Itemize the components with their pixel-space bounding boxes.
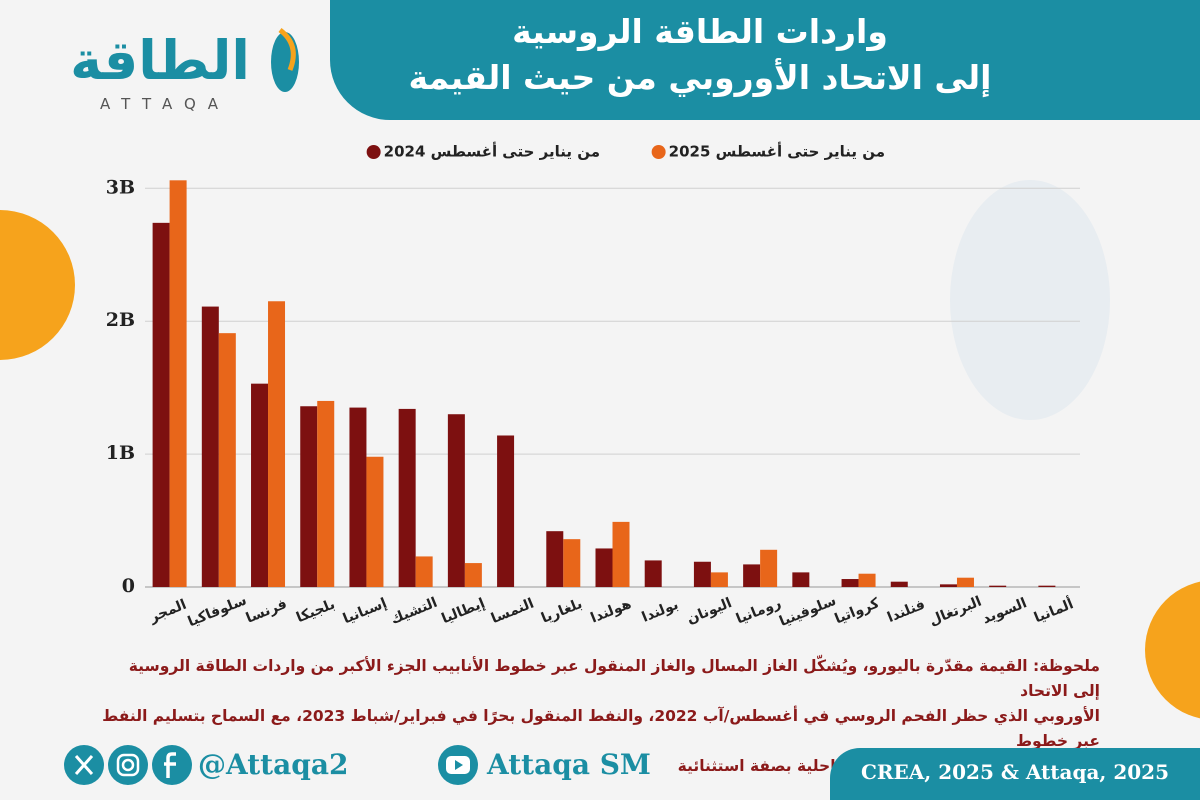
x-tick-label: اليونان: [685, 595, 735, 627]
bar: [890, 581, 908, 587]
decor-circle: [0, 210, 75, 360]
source-box: [830, 748, 1200, 800]
logo-latin: ATTAQA: [99, 95, 231, 113]
bar: [546, 531, 564, 587]
y-tick-label: 1B: [106, 442, 135, 464]
youtube-icon[interactable]: [437, 744, 479, 786]
bar: [956, 577, 974, 587]
social-handle[interactable]: @Attaqa2: [198, 748, 349, 781]
decor-circle: [1145, 581, 1200, 719]
x-tick-label: المجر: [146, 597, 188, 627]
bar: [366, 456, 384, 587]
bar: [743, 564, 761, 587]
bar: [251, 383, 269, 587]
x-tick-label: بلغاريا: [539, 596, 585, 627]
bar: [317, 400, 335, 587]
title-line: إلى الاتحاد الأوروبي من حيث القيمة: [408, 58, 992, 97]
bar: [415, 556, 433, 587]
logo-flame: [278, 28, 296, 71]
x-tick-label: كرواتيا: [832, 595, 882, 628]
bar: [760, 549, 778, 587]
legend-marker: [651, 145, 666, 159]
x-tick-label: إسبانيا: [341, 595, 389, 627]
x-tick-label: رومانيا: [734, 595, 783, 627]
title-line: واردات الطاقة الروسية: [512, 12, 888, 51]
bar: [497, 435, 515, 587]
bar: [644, 560, 662, 587]
bar: [841, 579, 859, 587]
bar: [268, 301, 286, 587]
bar: [464, 563, 482, 587]
bar: [989, 585, 1007, 587]
facebook-glyph: [164, 752, 176, 778]
bar: [398, 408, 416, 587]
x-glyph: [74, 755, 94, 775]
bar: [563, 539, 581, 587]
instagram-glyph: [116, 753, 140, 777]
bar: [201, 306, 219, 587]
bar: [858, 573, 876, 587]
x-tick-label: ألمانيا: [1031, 594, 1076, 626]
x-tick-label: بلجيكا: [294, 596, 337, 626]
x-tick-label: سلوفينيا: [777, 593, 838, 630]
bar: [152, 222, 170, 587]
bar: [595, 548, 613, 587]
x-tick-label: السويد: [980, 595, 1029, 627]
title-banner: واردات الطاقة الروسية إلى الاتحاد الأورو…: [330, 0, 1200, 120]
logo: الطاقة: [70, 29, 250, 92]
x-tick-label: البرتغال: [927, 594, 984, 629]
watermark: [950, 180, 1110, 420]
bar: [218, 333, 236, 587]
y-tick-label: 2B: [106, 309, 135, 331]
x-tick-label: فنلندا: [885, 597, 927, 627]
x-tick-label: التشيك: [389, 595, 440, 628]
x-tick-label: فرنسا: [244, 596, 290, 627]
instagram-glyph: [121, 758, 135, 772]
note-line: ملحوظة: القيمة مقدّرة باليورو، ويُشكّل ا…: [128, 657, 1100, 700]
x-tick-label: إيطاليا: [439, 595, 487, 627]
bar: [1038, 585, 1056, 587]
x-tick-label: بولندا: [640, 597, 681, 626]
bar: [612, 521, 630, 587]
bar: [349, 407, 367, 587]
bar: [710, 572, 728, 587]
note-line: الأوروبي الذي حظر الفحم الروسي في أغسطس/…: [102, 707, 1100, 750]
youtube-handle[interactable]: Attaqa SM: [487, 748, 651, 781]
y-tick-label: 0: [122, 575, 135, 597]
legend-marker: [366, 145, 381, 159]
chart: 0 1B 2B 3B من يناير حتى أغسطس 2025 من يناير ح…: [106, 142, 1080, 630]
bar: [169, 180, 187, 587]
social-icons: [64, 745, 192, 785]
bar: [693, 561, 711, 587]
bar: [300, 406, 318, 587]
instagram-icon[interactable]: [108, 745, 148, 785]
bar: [939, 584, 957, 587]
x-tick-label: النمسا: [489, 596, 536, 628]
y-tick-label: 3B: [106, 176, 135, 198]
source: CREA, 2025 & Attaqa, 2025: [860, 760, 1169, 784]
x-tick-label: هولندا: [588, 596, 633, 627]
bar: [447, 414, 465, 587]
legend-label: من يناير حتى أغسطس 2024: [384, 142, 600, 161]
x-tick-label: سلوفاكيا: [186, 592, 249, 630]
youtube-play: [455, 760, 463, 770]
bar: [792, 572, 810, 587]
legend-label: من يناير حتى أغسطس 2025: [669, 142, 885, 161]
